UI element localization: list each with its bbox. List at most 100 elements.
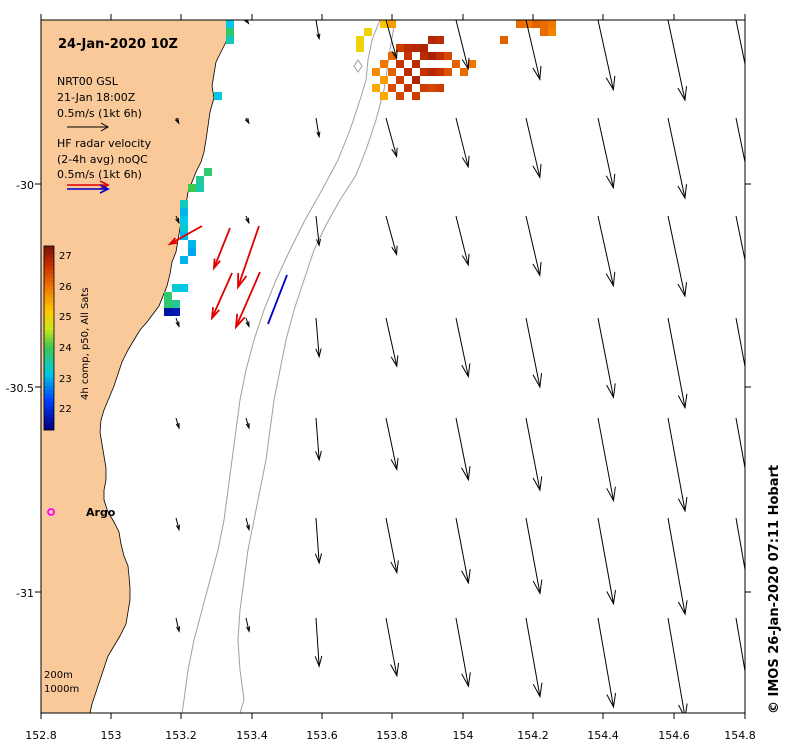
isobath-detail — [353, 59, 363, 73]
radar-legend-line2: (2-4h avg) noQC — [57, 153, 148, 166]
sst-pixel — [226, 36, 234, 44]
model-current-arrow — [385, 517, 399, 575]
sst-pixel — [226, 28, 234, 36]
sst-pixel — [444, 68, 452, 76]
credit-text: © IMOS 26-Jan-2020 07:11 Hobart — [767, 465, 782, 714]
model-current-arrow — [314, 517, 323, 565]
sst-pixel — [500, 36, 508, 44]
colorbar-segment — [44, 246, 54, 251]
sst-pixel — [180, 284, 188, 292]
sst-pixel — [404, 52, 412, 60]
model-current-arrow — [455, 215, 470, 267]
sst-pixel — [172, 300, 180, 308]
colorbar-segment — [44, 258, 54, 263]
colorbar-segment — [44, 418, 54, 423]
x-tick-label: 154.8 — [724, 729, 756, 742]
x-tick-label: 153.6 — [306, 729, 338, 742]
colorbar-segment — [44, 350, 54, 355]
model-current-arrow — [597, 417, 616, 503]
colorbar-tick: 27 — [59, 251, 72, 262]
sst-pixel — [428, 36, 436, 44]
sst-pixel — [196, 184, 204, 192]
model-current-arrow — [597, 215, 616, 288]
model-legend-scale: 0.5m/s (1kt 6h) — [57, 107, 142, 120]
model-legend-line1: NRT00 GSL — [57, 75, 119, 88]
model-current-arrow — [525, 617, 543, 699]
colorbar-tick: 26 — [59, 282, 72, 293]
model-legend-arrow — [67, 122, 110, 132]
sst-pixel — [436, 52, 444, 60]
sst-pixel — [460, 68, 468, 76]
colorbar-segment — [44, 290, 54, 295]
x-tick-label: 152.8 — [25, 729, 57, 742]
sst-pixel — [180, 256, 188, 264]
sst-pixel — [420, 68, 428, 76]
model-current-arrow — [735, 317, 745, 370]
model-current-arrow — [667, 617, 688, 713]
colorbar-segment — [44, 354, 54, 359]
model-current-arrow — [455, 417, 471, 482]
sst-pixel — [380, 20, 388, 28]
radar-legend-line1: HF radar velocity — [57, 137, 152, 150]
x-tick-label: 154.6 — [658, 729, 690, 742]
colorbar-segment — [44, 422, 54, 427]
sst-pixel — [164, 292, 172, 300]
model-current-arrow — [597, 117, 616, 190]
y-tick-label: -30.5 — [6, 382, 34, 395]
sst-pixel — [356, 44, 364, 52]
model-current-arrow — [385, 417, 399, 471]
radar-arrow — [210, 272, 233, 321]
colorbar-frame — [43, 245, 55, 431]
sst-colorbar — [44, 246, 54, 431]
sst-pixel — [180, 224, 188, 232]
colorbar-segment — [44, 330, 54, 335]
colorbar-segment — [44, 262, 54, 267]
sst-pixel — [404, 84, 412, 92]
model-current-arrow — [735, 215, 745, 263]
sst-pixel — [164, 300, 172, 308]
axis-ticks — [35, 14, 751, 719]
sst-pixel — [388, 20, 396, 28]
sst-pixel — [172, 284, 180, 292]
colorbar-tick-labels: 22 23 24 25 26 27 — [59, 251, 72, 415]
argo-label: Argo — [86, 506, 116, 519]
sst-pixel — [412, 92, 420, 100]
sst-pixel — [388, 84, 396, 92]
model-current-arrow — [245, 517, 250, 532]
model-current-arrow — [455, 317, 471, 379]
sst-pixel — [540, 28, 548, 36]
colorbar-tick: 23 — [59, 374, 72, 385]
sst-pixel — [412, 76, 420, 84]
sst-pixel — [412, 44, 420, 52]
model-current-arrow — [667, 20, 688, 102]
sst-pixel — [180, 208, 188, 216]
sst-pixel — [468, 60, 476, 68]
sst-pixel — [388, 68, 396, 76]
model-current-arrow — [385, 117, 398, 158]
colorbar-segment — [44, 282, 54, 287]
model-current-arrow — [597, 517, 616, 606]
sst-pixel — [436, 68, 444, 76]
colorbar-segment — [44, 414, 54, 419]
argo-float-marker[interactable] — [47, 508, 55, 516]
sst-pixel — [356, 36, 364, 44]
y-axis-labels: -30 -30.5 -31 — [6, 179, 34, 600]
colorbar-segment — [44, 306, 54, 311]
x-tick-label: 153.4 — [236, 729, 268, 742]
hf-radar-arrows — [167, 225, 288, 330]
radar-legend-arrow-blue — [67, 184, 110, 194]
model-current-arrow — [314, 617, 323, 668]
model-current-arrow — [315, 20, 321, 41]
sst-pixel — [428, 52, 436, 60]
colorbar-segment — [44, 366, 54, 371]
colorbar-segment — [44, 338, 54, 343]
model-current-arrow — [385, 317, 399, 368]
colorbar-segment — [44, 378, 54, 383]
sst-pixel — [380, 92, 388, 100]
radar-arrow — [234, 271, 261, 330]
model-current-arrow — [735, 617, 745, 674]
model-current-arrow — [735, 117, 745, 165]
sst-pixel — [420, 84, 428, 92]
model-legend-line2: 21-Jan 18:00Z — [57, 91, 136, 104]
